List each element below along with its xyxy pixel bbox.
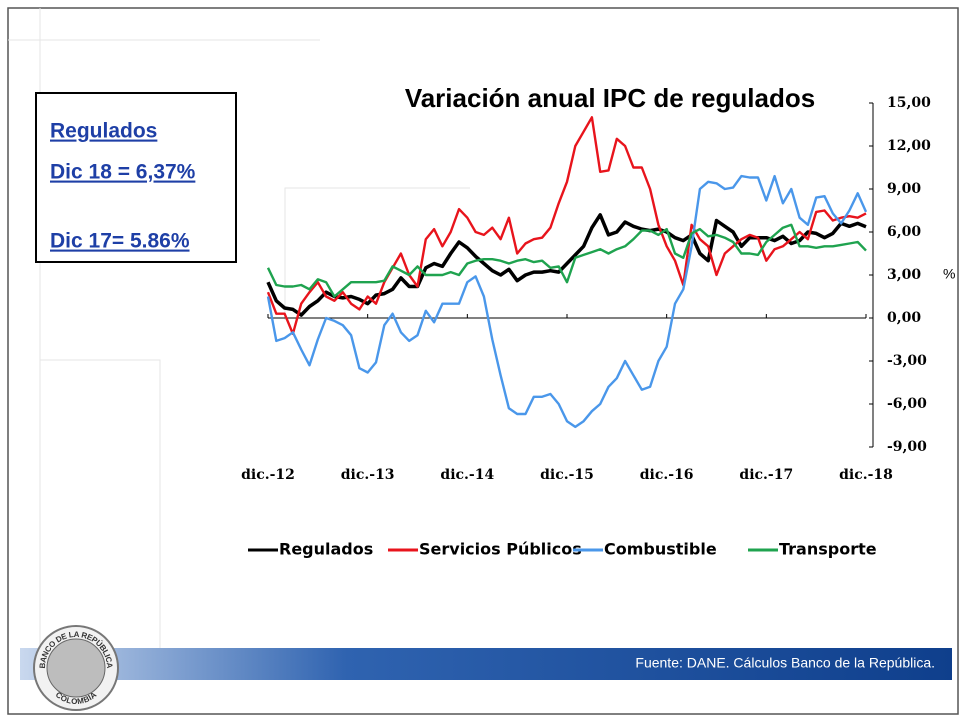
footer-text: Fuente: DANE. Cálculos Banco de la Repúb…: [635, 655, 935, 671]
y-tick-label: -6,00: [887, 396, 927, 412]
textbox-line: Dic 18 = 6,37%: [50, 161, 196, 184]
textbox-line: Dic 17= 5.86%: [50, 230, 190, 253]
y-tick-label: 0,00: [887, 310, 921, 326]
series-line: [266, 213, 867, 317]
series-line: [266, 116, 867, 335]
y-tick-label: 3,00: [887, 267, 921, 283]
textbox-title: Regulados: [50, 120, 157, 143]
legend-label: Servicios Públicos: [419, 540, 582, 559]
x-tick-label: dic.-12: [241, 467, 295, 483]
x-tick-label: dic.-16: [640, 467, 694, 483]
chart-title: Variación anual IPC de regulados: [405, 83, 815, 113]
x-tick-label: dic.-18: [839, 467, 893, 483]
x-tick-label: dic.-17: [739, 467, 793, 483]
textbox: [35, 92, 237, 263]
plot: 15,00 12,00 9,00 6,00 3,00 0,00 -3,00 -6,00 -9,0…: [241, 95, 931, 559]
legend-label: Transporte: [779, 540, 877, 559]
legend-label: Combustible: [604, 540, 717, 559]
x-tick-label: dic.-15: [540, 467, 594, 483]
logo: BANCO DE LA REPÚBLICA COLOMBIA: [33, 625, 119, 711]
y-tick-label: 15,00: [887, 95, 931, 111]
y-tick-label: -3,00: [887, 353, 927, 369]
footer-band: [20, 648, 952, 680]
y-tick-label: -9,00: [887, 439, 927, 455]
y-unit: %: [943, 266, 955, 282]
y-tick-label: 6,00: [887, 224, 921, 240]
series-line: [266, 174, 868, 429]
series-line: [266, 223, 867, 298]
y-tick-label: 12,00: [887, 138, 931, 154]
x-tick-label: dic.-14: [440, 467, 494, 483]
x-tick-label: dic.-13: [341, 467, 395, 483]
y-tick-label: 9,00: [887, 181, 921, 197]
legend-label: Regulados: [279, 540, 373, 559]
